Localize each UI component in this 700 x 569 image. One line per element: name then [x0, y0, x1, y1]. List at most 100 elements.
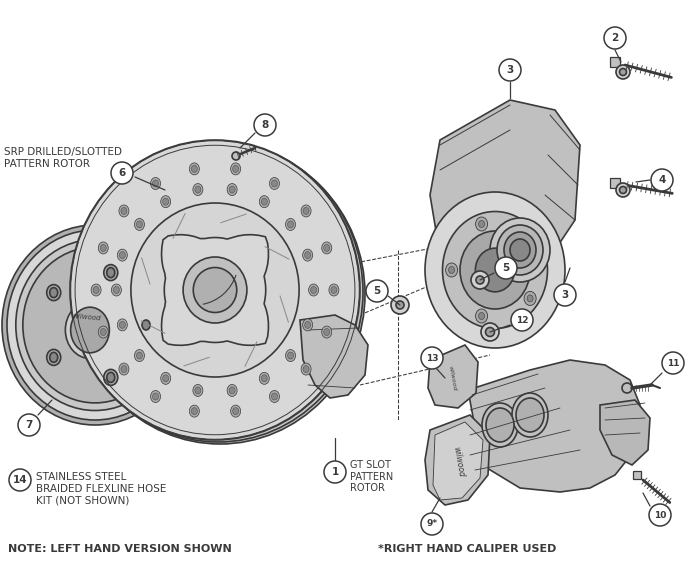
Ellipse shape: [442, 212, 547, 328]
Ellipse shape: [73, 142, 363, 442]
Ellipse shape: [322, 242, 332, 254]
FancyBboxPatch shape: [633, 471, 641, 479]
Ellipse shape: [504, 232, 536, 268]
Ellipse shape: [23, 247, 167, 403]
Ellipse shape: [47, 349, 61, 365]
Circle shape: [662, 352, 684, 374]
Ellipse shape: [193, 267, 237, 312]
Ellipse shape: [153, 180, 158, 187]
Ellipse shape: [136, 221, 143, 228]
Ellipse shape: [100, 328, 106, 336]
Text: 13: 13: [426, 353, 438, 362]
Text: GT SLOT
PATTERN
ROTOR: GT SLOT PATTERN ROTOR: [350, 460, 393, 493]
Ellipse shape: [98, 242, 108, 254]
FancyBboxPatch shape: [610, 57, 620, 67]
Ellipse shape: [396, 301, 404, 309]
Ellipse shape: [153, 393, 159, 400]
Ellipse shape: [230, 163, 241, 175]
Ellipse shape: [475, 309, 488, 323]
Circle shape: [254, 114, 276, 136]
Circle shape: [495, 257, 517, 279]
Circle shape: [651, 169, 673, 191]
Ellipse shape: [142, 320, 150, 330]
Circle shape: [604, 27, 626, 49]
Text: 8: 8: [261, 120, 269, 130]
Ellipse shape: [150, 390, 160, 402]
Ellipse shape: [323, 328, 330, 336]
Text: wilwood: wilwood: [73, 313, 102, 321]
Ellipse shape: [425, 192, 565, 348]
Ellipse shape: [311, 287, 316, 294]
Ellipse shape: [460, 231, 530, 309]
Ellipse shape: [331, 287, 337, 294]
Ellipse shape: [190, 405, 200, 417]
Ellipse shape: [104, 369, 118, 385]
Ellipse shape: [490, 218, 550, 282]
Circle shape: [421, 347, 443, 369]
Circle shape: [649, 504, 671, 526]
Ellipse shape: [91, 284, 101, 296]
Ellipse shape: [323, 245, 330, 251]
Ellipse shape: [301, 205, 311, 217]
Ellipse shape: [272, 393, 277, 400]
Ellipse shape: [302, 319, 313, 331]
Text: 5: 5: [373, 286, 381, 296]
Circle shape: [324, 461, 346, 483]
Text: 1: 1: [331, 467, 339, 477]
Ellipse shape: [288, 352, 293, 359]
Ellipse shape: [303, 365, 309, 373]
Ellipse shape: [620, 187, 626, 193]
Polygon shape: [468, 360, 640, 492]
Ellipse shape: [270, 390, 279, 402]
Ellipse shape: [309, 284, 318, 296]
Ellipse shape: [193, 385, 203, 397]
Text: 10: 10: [654, 510, 666, 519]
Ellipse shape: [471, 271, 489, 289]
Ellipse shape: [476, 276, 484, 284]
Ellipse shape: [161, 196, 171, 208]
Ellipse shape: [304, 321, 311, 328]
Polygon shape: [430, 100, 580, 275]
Text: 3: 3: [506, 65, 514, 75]
Ellipse shape: [121, 208, 127, 215]
Ellipse shape: [497, 225, 543, 275]
Ellipse shape: [481, 323, 499, 341]
Ellipse shape: [302, 249, 313, 261]
Ellipse shape: [121, 365, 127, 373]
Ellipse shape: [65, 302, 115, 358]
Ellipse shape: [479, 221, 484, 228]
Circle shape: [554, 284, 576, 306]
Ellipse shape: [16, 240, 174, 410]
Text: 4: 4: [658, 175, 666, 185]
Ellipse shape: [119, 363, 129, 375]
Ellipse shape: [475, 248, 514, 292]
Ellipse shape: [107, 372, 115, 382]
Polygon shape: [600, 400, 650, 465]
Ellipse shape: [322, 326, 332, 338]
Ellipse shape: [622, 383, 632, 393]
Ellipse shape: [232, 152, 240, 160]
Ellipse shape: [616, 65, 630, 79]
Ellipse shape: [616, 183, 630, 197]
Ellipse shape: [195, 186, 201, 193]
Ellipse shape: [161, 372, 171, 384]
Text: wilwood: wilwood: [447, 365, 456, 391]
Ellipse shape: [286, 349, 295, 361]
Ellipse shape: [232, 166, 239, 172]
Text: 6: 6: [118, 168, 125, 178]
Ellipse shape: [119, 321, 125, 328]
Circle shape: [9, 469, 31, 491]
Ellipse shape: [47, 284, 61, 300]
Circle shape: [18, 414, 40, 436]
Ellipse shape: [100, 245, 106, 251]
Ellipse shape: [272, 180, 277, 187]
Ellipse shape: [516, 398, 544, 432]
Text: wilwood: wilwood: [451, 446, 465, 478]
Ellipse shape: [486, 408, 514, 442]
Ellipse shape: [620, 68, 626, 76]
Ellipse shape: [162, 375, 169, 382]
Text: STAINLESS STEEL
BRAIDED FLEXLINE HOSE
KIT (NOT SHOWN): STAINLESS STEEL BRAIDED FLEXLINE HOSE KI…: [36, 472, 167, 505]
Text: *RIGHT HAND CALIPER USED: *RIGHT HAND CALIPER USED: [378, 544, 556, 554]
Ellipse shape: [2, 225, 188, 425]
Ellipse shape: [75, 144, 365, 444]
